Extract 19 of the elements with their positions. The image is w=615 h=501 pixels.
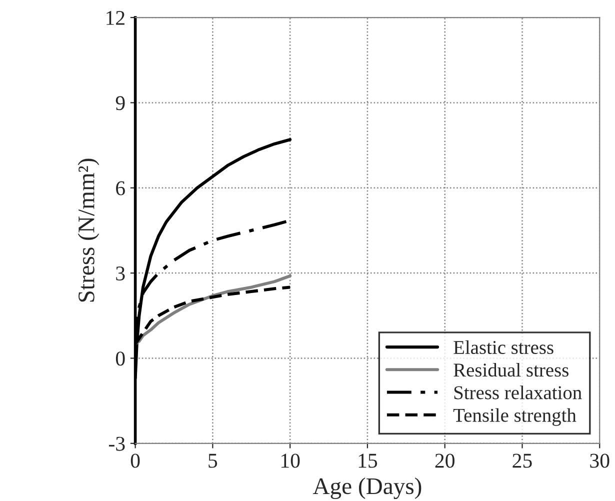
y-tick-label: 0	[116, 352, 125, 366]
legend-label: Tensile strength	[453, 408, 576, 426]
y-tick-label: 3	[116, 266, 125, 280]
x-tick-label: 15	[358, 454, 378, 468]
x-tick-label: 10	[281, 454, 300, 468]
y-tick-label: 6	[116, 181, 125, 196]
y-tick-label: 12	[106, 10, 124, 25]
x-tick-label: 25	[512, 454, 532, 468]
y-tick-label: -3	[109, 436, 125, 451]
x-tick-label: 0	[130, 454, 140, 468]
x-axis-title: Age (Days)	[312, 478, 422, 500]
legend-label: Elastic stress	[454, 340, 554, 354]
y-tick-label: 9	[116, 96, 125, 110]
x-tick-label: 5	[208, 454, 218, 468]
x-tick-label: 30	[590, 454, 610, 468]
legend-label: Stress relaxation	[454, 386, 582, 400]
y-axis-title: Stress (N/mm²)	[78, 158, 100, 302]
legend-label: Residual stress	[454, 362, 568, 377]
x-tick-label: 20	[435, 454, 454, 468]
